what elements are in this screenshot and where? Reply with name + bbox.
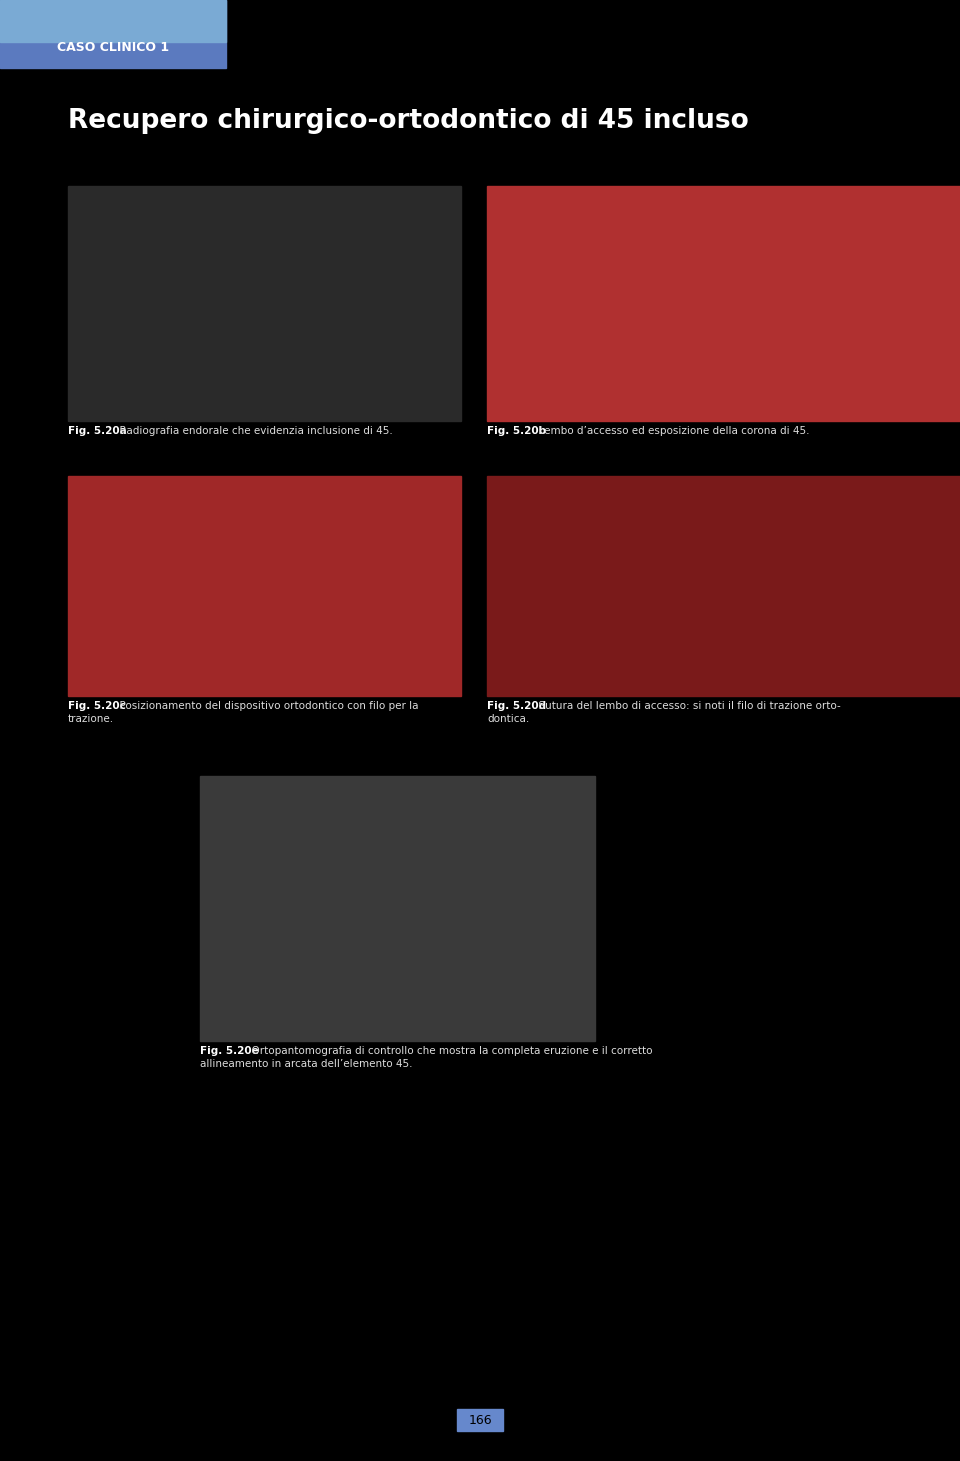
Text: Radiografia endorale che evidenzia inclusione di 45.: Radiografia endorale che evidenzia inclu… <box>113 427 393 435</box>
Text: Fig. 5.20d: Fig. 5.20d <box>487 701 546 712</box>
Text: allineamento in arcata dell’elemento 45.: allineamento in arcata dell’elemento 45. <box>200 1059 413 1069</box>
Bar <box>487 476 960 695</box>
Text: Fig. 5.20e: Fig. 5.20e <box>200 1046 259 1056</box>
Text: Sutura del lembo di accesso: si noti il filo di trazione orto-: Sutura del lembo di accesso: si noti il … <box>532 701 841 712</box>
Bar <box>68 186 461 421</box>
Text: trazione.: trazione. <box>68 714 114 725</box>
Text: Fig. 5.20a: Fig. 5.20a <box>68 427 127 435</box>
Bar <box>0 0 226 42</box>
Bar <box>68 476 461 695</box>
Bar <box>487 186 960 421</box>
Bar <box>200 776 595 1042</box>
Text: Lembo d’accesso ed esposizione della corona di 45.: Lembo d’accesso ed esposizione della cor… <box>532 427 809 435</box>
Text: dontica.: dontica. <box>487 714 529 725</box>
Text: CASO CLINICO 1: CASO CLINICO 1 <box>57 41 169 54</box>
Bar <box>0 0 226 69</box>
Text: Recupero chirurgico-ortodontico di 45 incluso: Recupero chirurgico-ortodontico di 45 in… <box>68 108 749 134</box>
Text: 166: 166 <box>468 1413 492 1426</box>
Text: Ortopantomografia di controllo che mostra la completa eruzione e il corretto: Ortopantomografia di controllo che mostr… <box>245 1046 653 1056</box>
Bar <box>457 1408 503 1430</box>
Text: Posizionamento del dispositivo ortodontico con filo per la: Posizionamento del dispositivo ortodonti… <box>113 701 419 712</box>
Text: Fig. 5.20c: Fig. 5.20c <box>68 701 126 712</box>
Text: Fig. 5.20b: Fig. 5.20b <box>487 427 546 435</box>
